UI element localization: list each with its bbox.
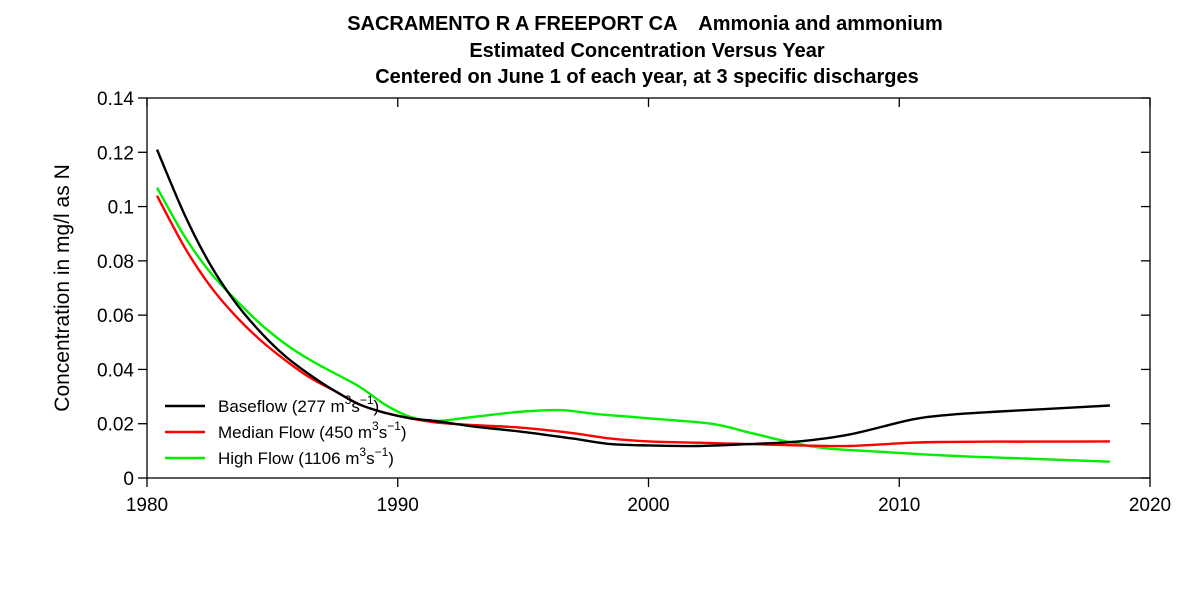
legend-mid: s: [366, 449, 375, 468]
legend-sup2: −1: [387, 419, 401, 433]
y-tick-label: 0.04: [97, 360, 134, 381]
y-tick-label: 0.06: [97, 306, 134, 327]
series-lines: [155, 149, 1110, 463]
y-tick-label: 0.14: [97, 89, 134, 110]
x-tick-label: 1990: [377, 495, 419, 516]
legend-post: ): [401, 423, 407, 442]
x-tick-label: 2010: [878, 495, 920, 516]
legend-post: ): [388, 449, 394, 468]
legend-pre: Median Flow (450 m: [218, 423, 372, 442]
y-tick-label: 0.12: [97, 143, 134, 164]
legend-entry-0: Baseflow (277 m3s−1): [218, 393, 379, 416]
legend-sup1: 3: [345, 393, 352, 407]
legend-mid: s: [379, 423, 388, 442]
x-axis: 1980 1990 2000 2010 2020: [126, 98, 1171, 516]
legend-sup1: 3: [359, 445, 366, 459]
legend-entry-1: Median Flow (450 m3s−1): [218, 419, 407, 442]
y-tick-label: 0.02: [97, 415, 134, 436]
plot-frame: [146, 97, 1151, 479]
legend-pre: High Flow (1106 m: [218, 449, 359, 468]
legend-post: ): [374, 397, 380, 416]
y-axis: 0 0.02 0.04 0.06 0.08 0.1 0.12 0.14: [97, 89, 1150, 490]
y-tick-label: 0.1: [108, 198, 134, 219]
series-line-0: [155, 149, 1110, 448]
legend-sup2: −1: [375, 445, 389, 459]
y-axis-label: Concentration in mg/l as N: [51, 164, 74, 411]
series-line-2: [155, 187, 1110, 463]
legend-entry-2: High Flow (1106 m3s−1): [218, 445, 394, 468]
legend-sup2: −1: [360, 393, 374, 407]
x-tick-label: 1980: [126, 495, 168, 516]
legend-mid: s: [351, 397, 360, 416]
x-tick-label: 2020: [1129, 495, 1171, 516]
legend-sup1: 3: [372, 419, 379, 433]
series-line-1: [155, 195, 1110, 448]
chart-title: SACRAMENTO R A FREEPORT CA Ammonia and a…: [347, 13, 943, 35]
x-tick-label: 2000: [627, 495, 669, 516]
legend-pre: Baseflow (277 m: [218, 397, 345, 416]
y-tick-label: 0: [123, 469, 134, 490]
y-tick-label: 0.08: [97, 252, 134, 273]
chart-subtitle: Estimated Concentration Versus Year: [469, 40, 825, 62]
legend: Baseflow (277 m3s−1)Median Flow (450 m3s…: [165, 393, 407, 468]
chart-subtitle-2: Centered on June 1 of each year, at 3 sp…: [375, 66, 919, 88]
